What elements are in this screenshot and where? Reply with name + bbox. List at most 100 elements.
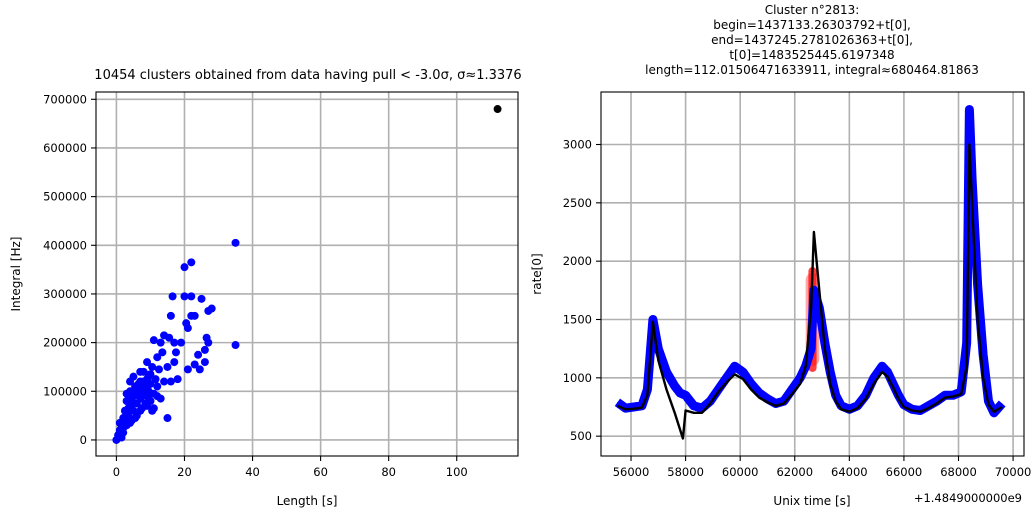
scatter-point — [119, 428, 128, 437]
left-x-tick-label: 60 — [313, 465, 328, 479]
scatter-point — [204, 338, 213, 347]
right-x-tick-label: 62000 — [776, 465, 813, 479]
scatter-point — [173, 375, 182, 384]
scatter-point — [120, 416, 129, 425]
scatter-point — [231, 238, 240, 247]
scatter-point — [137, 392, 146, 401]
scatter-point — [190, 360, 199, 369]
scatter-point — [146, 389, 155, 398]
right-y-tick-label: 1000 — [563, 371, 592, 385]
left-y-tick-label: 300000 — [43, 287, 87, 301]
scatter-point — [187, 292, 196, 301]
scatter-point — [180, 292, 189, 301]
left-y-tick-label: 200000 — [43, 336, 87, 350]
right-title-line: length=112.01506471633911, integral≈6804… — [645, 63, 979, 77]
left-chart-title: 10454 clusters obtained from data having… — [94, 68, 521, 83]
scatter-point — [132, 387, 141, 396]
scatter-point — [170, 358, 179, 367]
scatter-point — [195, 365, 204, 374]
series-line-black — [616, 143, 1003, 440]
scatter-point — [163, 414, 172, 423]
left-y-tick-label: 100000 — [43, 384, 87, 398]
right-chart-title: Cluster n°2813:begin=1437133.26303792+t[… — [645, 3, 979, 77]
scatter-point — [231, 341, 240, 350]
scatter-point — [148, 406, 157, 415]
right-x-tick-label: 70000 — [995, 465, 1032, 479]
right-x-offset-text: +1.4849000000e9 — [914, 491, 1022, 505]
right-grid — [601, 92, 1024, 456]
scatter-point — [187, 258, 196, 267]
left-grid — [96, 92, 518, 456]
scatter-point — [154, 365, 163, 374]
line-chart: Cluster n°2813:begin=1437133.26303792+t[… — [530, 3, 1031, 508]
scatter-point — [143, 375, 152, 384]
right-title-line: begin=1437133.26303792+t[0], — [713, 18, 911, 32]
right-x-tick-label: 66000 — [886, 465, 923, 479]
right-y-tick-label: 500 — [570, 429, 592, 443]
left-y-tick-label: 600000 — [43, 141, 87, 155]
scatter-point — [160, 377, 169, 386]
scatter-point — [158, 348, 167, 357]
scatter-point — [168, 292, 177, 301]
right-x-tick-label: 68000 — [940, 465, 977, 479]
scatter-point — [148, 362, 157, 371]
right-ticks: 56000 58000 60000 62000 64000 66000 68000 70000… — [563, 138, 1032, 480]
right-x-tick-label: 56000 — [613, 465, 650, 479]
scatter-point — [151, 375, 160, 384]
left-y-tick-label: 400000 — [43, 238, 87, 252]
scatter-point — [194, 350, 203, 359]
left-ticks: 0 20 40 60 80 100 0 100000 200000 300000 400000 500… — [43, 92, 468, 479]
left-y-axis-label: Integral [Hz] — [9, 237, 23, 312]
left-data-points — [112, 105, 502, 444]
scatter-point — [197, 294, 206, 303]
scatter-point — [190, 311, 199, 320]
right-y-axis-label: rate[0] — [530, 253, 544, 294]
left-x-tick-label: 40 — [245, 465, 260, 479]
right-plot-frame — [600, 91, 1025, 457]
right-data-lines — [614, 105, 1006, 440]
right-x-axis-label: Unix time [s] — [773, 494, 850, 508]
scatter-point — [136, 367, 145, 376]
scatter-point — [131, 414, 140, 423]
scatter-point — [200, 358, 209, 367]
right-x-tick-label: 60000 — [722, 465, 759, 479]
scatter-point — [149, 336, 158, 345]
scatter-point — [163, 362, 172, 371]
scatter-point — [124, 404, 133, 413]
series-line-blue — [616, 109, 1003, 415]
scatter-point — [180, 263, 189, 272]
right-x-tick-label: 64000 — [831, 465, 868, 479]
right-x-tick-label: 58000 — [667, 465, 704, 479]
scatter-point — [170, 338, 179, 347]
scatter-point — [200, 345, 209, 354]
scatter-point — [141, 399, 150, 408]
left-y-tick-label: 700000 — [43, 92, 87, 106]
scatter-point — [183, 324, 192, 333]
right-y-tick-label: 1500 — [563, 313, 592, 327]
left-x-tick-label: 80 — [381, 465, 396, 479]
right-title-line: end=1437245.2781026363+t[0], — [711, 33, 913, 47]
scatter-point — [493, 105, 502, 114]
left-y-tick-label: 500000 — [43, 190, 87, 204]
scatter-point — [153, 353, 162, 362]
right-title-line: t[0]=1483525445.6197348 — [729, 48, 894, 62]
scatter-point — [207, 304, 216, 313]
scatter-point — [156, 338, 165, 347]
scatter-point — [136, 406, 145, 415]
scatter-point — [177, 338, 186, 347]
right-y-tick-label: 2500 — [563, 196, 592, 210]
scatter-point — [127, 394, 136, 403]
scatter-chart: 10454 clusters obtained from data having… — [9, 68, 522, 508]
scatter-point — [134, 379, 143, 388]
left-x-tick-label: 100 — [446, 465, 468, 479]
scatter-point — [139, 384, 148, 393]
left-x-tick-label: 0 — [113, 465, 120, 479]
scatter-point — [165, 333, 174, 342]
scatter-point — [153, 382, 162, 391]
scatter-point — [143, 358, 152, 367]
left-plot-frame — [95, 91, 519, 457]
scatter-point — [171, 348, 180, 357]
scatter-point — [122, 389, 131, 398]
left-x-tick-label: 20 — [177, 465, 192, 479]
